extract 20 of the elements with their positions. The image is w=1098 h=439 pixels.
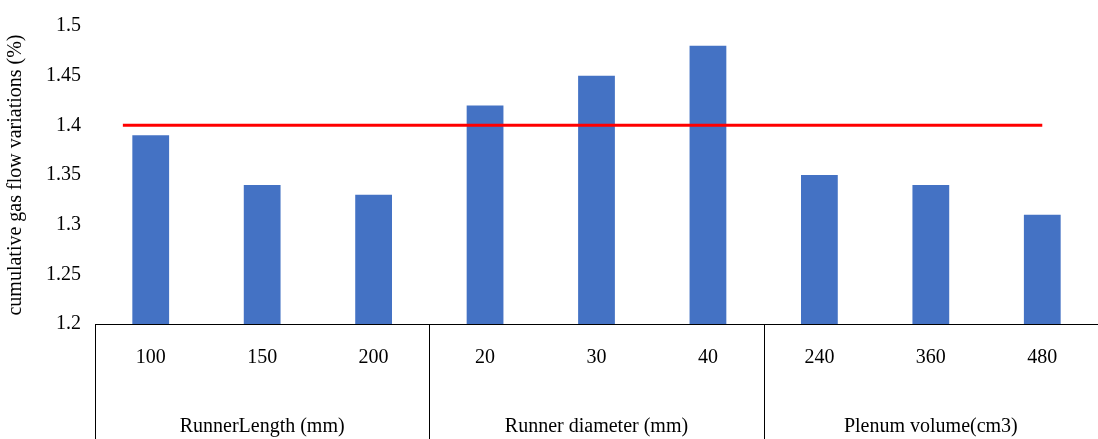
text: Plenum volume(cm3) bbox=[843, 414, 1018, 438]
y-tick-label: 1.5 bbox=[56, 13, 81, 36]
x-tick-label: 100 bbox=[135, 345, 166, 368]
x-tick-label: 40 bbox=[697, 345, 718, 368]
text: Runner diameter (mm) bbox=[504, 414, 689, 438]
y-tick-label: 1.25 bbox=[46, 261, 81, 284]
x-tick-label: 150 bbox=[247, 345, 278, 368]
x-tick-label: 240 bbox=[804, 345, 835, 368]
y-tick-label: 1.3 bbox=[56, 211, 81, 234]
y-tick-label: 1.2 bbox=[56, 311, 81, 334]
x-tick-label: 360 bbox=[915, 345, 946, 368]
y-tick-label: 1.35 bbox=[46, 162, 81, 185]
y-tick-label: 1.45 bbox=[46, 62, 81, 85]
text: RunnerLength (mm) bbox=[179, 414, 345, 438]
x-tick-label: 480 bbox=[1027, 345, 1058, 368]
x-tick-label: 200 bbox=[358, 345, 389, 368]
x-tick-label: 30 bbox=[586, 345, 607, 368]
y-tick-label: 1.4 bbox=[56, 112, 81, 135]
x-tick-label: 20 bbox=[475, 345, 496, 368]
y-axis-title: cumulative gas flow variations (%) bbox=[3, 34, 27, 316]
